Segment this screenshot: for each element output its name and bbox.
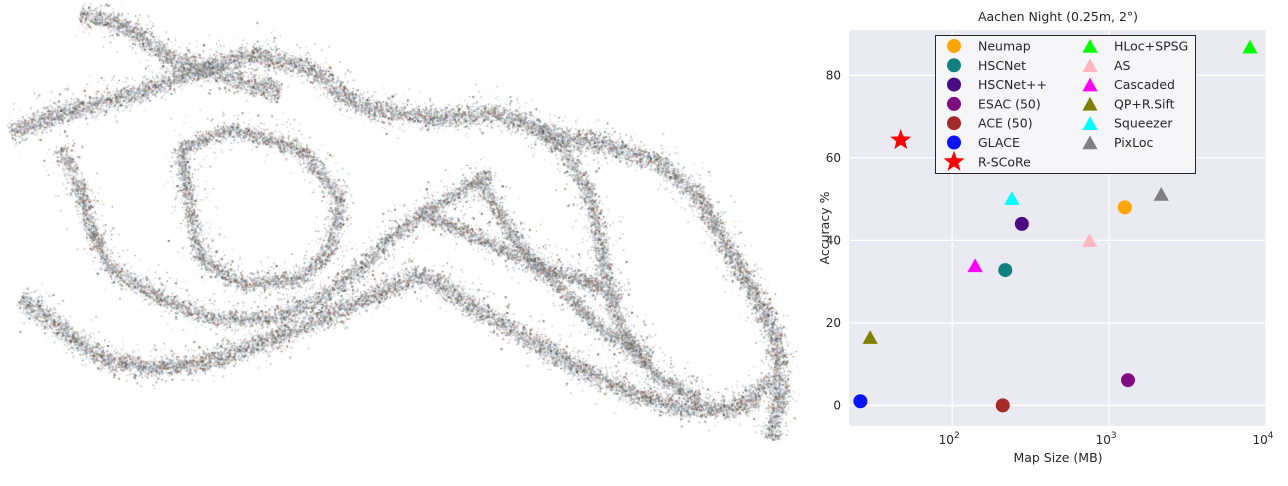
legend-marker-esac-50- [947, 96, 961, 111]
point-esac-50- [1121, 373, 1136, 388]
y-axis-label: Accuracy % [817, 191, 832, 264]
legend-label-ace-50-: ACE (50) [978, 116, 1033, 131]
data-points [853, 39, 1258, 413]
legend-box [935, 35, 1196, 174]
legend-marker-as [1082, 58, 1098, 73]
legend-label-cascaded: Cascaded [1114, 77, 1175, 92]
legend-marker-cascaded [1082, 77, 1098, 92]
x-axis-label: Map Size (MB) [1013, 450, 1102, 465]
legend-label-glace: GLACE [978, 135, 1020, 150]
y-tick-label: 20 [826, 316, 841, 330]
point-ace-50- [995, 398, 1010, 413]
legend-marker-glace [947, 135, 961, 150]
legend: Neumap HSCNet HSCNet++ ESAC (50) ACE (50) GLA… [935, 35, 1196, 174]
legend-label-hloc-spsg: HLoc+SPSG [1114, 39, 1188, 54]
x-tick-label: 102 [939, 431, 960, 447]
legend-label-as: AS [1114, 58, 1131, 73]
x-tick-label: 103 [1096, 431, 1117, 447]
point-as [1081, 233, 1098, 247]
chart-title: Aachen Night (0.25m, 2°) [978, 9, 1138, 24]
legend-label-neumap: Neumap [978, 39, 1031, 54]
legend-marker-pixloc [1082, 135, 1098, 150]
point-qp-r-sift [862, 330, 878, 344]
legend-marker-ace-50- [947, 116, 961, 131]
point-neumap [1117, 200, 1132, 215]
point-squeezer [1004, 191, 1020, 205]
y-tick-label: 0 [833, 398, 841, 412]
point-r-score [890, 129, 912, 150]
legend-marker-hscnet [947, 58, 961, 73]
legend-marker-hloc-spsg [1082, 39, 1098, 53]
legend-label-squeezer: Squeezer [1114, 116, 1173, 131]
legend-label-r-score: R-SCoRe [978, 154, 1031, 169]
point-cloud-reconstruction-image [0, 0, 800, 486]
point-pixloc [1153, 187, 1169, 201]
legend-label-hscnet: HSCNet [978, 58, 1026, 73]
legend-marker-hscnet- [947, 77, 961, 92]
legend-marker-r-score [943, 150, 965, 171]
legend-label-qp-r-sift: QP+R.Sift [1114, 96, 1175, 111]
x-tick-label: 104 [1252, 431, 1273, 447]
legend-marker-neumap [947, 39, 961, 53]
legend-label-esac-50-: ESAC (50) [978, 96, 1041, 111]
point-glace [853, 394, 868, 409]
point-hloc-spsg [1242, 39, 1258, 54]
y-tick-label: 40 [826, 233, 841, 247]
point-hscnet [998, 263, 1013, 278]
legend-marker-squeezer [1082, 116, 1098, 130]
point-hscnet- [1014, 216, 1029, 231]
legend-label-pixloc: PixLoc [1114, 135, 1154, 150]
point-cascaded [967, 258, 983, 273]
legend-label-hscnet-: HSCNet++ [978, 77, 1047, 92]
legend-marker-qp-r-sift [1082, 96, 1098, 111]
y-tick-label: 60 [826, 151, 841, 165]
y-tick-label: 80 [826, 68, 841, 82]
